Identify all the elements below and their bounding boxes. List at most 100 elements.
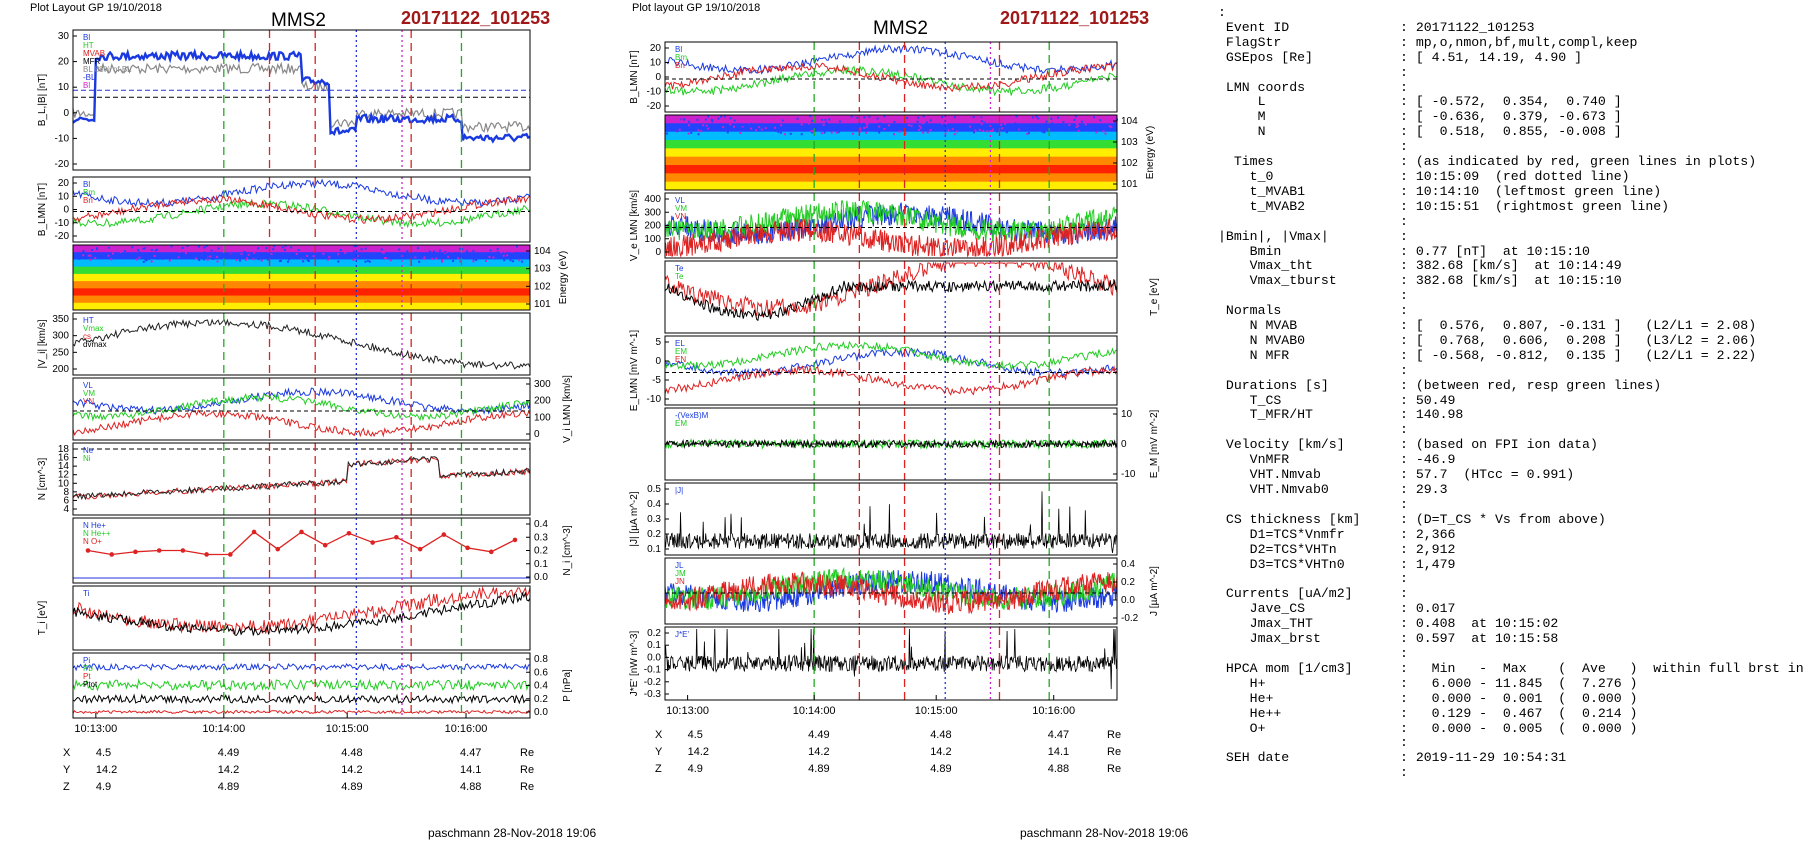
info-line: T_CS : 50.49: [1218, 392, 1456, 408]
spectrogram-pixel: [700, 130, 703, 133]
spectrogram-pixel: [781, 119, 784, 122]
spectrogram-pixel: [472, 260, 475, 263]
spectrogram-pixel: [1064, 129, 1067, 132]
spectrogram-pixel: [1031, 129, 1034, 132]
spectrogram-pixel: [398, 248, 401, 251]
spectrogram-pixel: [916, 120, 919, 123]
tick-label: 0.3: [534, 532, 548, 543]
spectrogram-pixel: [909, 118, 912, 121]
spectrogram-pixel: [424, 245, 427, 248]
legend-entry: Bn: [675, 61, 685, 70]
spectrogram-pixel: [295, 246, 298, 249]
spectrogram-pixel: [178, 250, 181, 253]
spectrogram-pixel: [407, 247, 410, 250]
spectrogram-pixel: [1035, 115, 1038, 118]
spectrogram-pixel: [137, 249, 140, 252]
spectrogram-pixel: [774, 126, 777, 129]
info-line: N MVAB0 : [ 0.768, 0.606, 0.208 ] (L3/L2…: [1218, 332, 1757, 348]
spectrogram-pixel: [1004, 118, 1007, 121]
spectrogram-pixel: [511, 250, 514, 253]
info-line: L : [ -0.572, 0.354, 0.740 ]: [1218, 94, 1622, 110]
panel-frame: [72, 29, 531, 171]
spectrogram-pixel: [333, 253, 336, 256]
spectrogram-pixel: [363, 253, 366, 256]
spectrogram-pixel: [779, 131, 782, 134]
spectrogram-pixel: [758, 126, 761, 129]
spectrogram-pixel: [492, 256, 495, 259]
spectrogram-pixel: [216, 260, 219, 263]
left-ephem-value: 14.2: [218, 764, 239, 776]
spectrogram-pixel: [1102, 130, 1105, 133]
spectrogram-pixel: [153, 254, 156, 257]
spectrogram-pixel: [384, 257, 387, 260]
spectrogram-pixel: [918, 128, 921, 131]
spectrogram-pixel: [832, 116, 835, 119]
spectrogram-pixel: [753, 125, 756, 128]
spectrogram-pixel: [677, 118, 680, 121]
spectrogram-pixel: [732, 115, 735, 118]
spectrogram-pixel: [260, 259, 263, 262]
spectrogram-pixel: [878, 131, 881, 134]
spectrogram-pixel: [702, 124, 705, 127]
left-ephem-value: 14.2: [341, 764, 362, 776]
spectrogram-pixel: [749, 123, 752, 126]
axis-label: V_e LMN [km/s]: [629, 190, 640, 261]
tick-label: 0.3: [647, 514, 661, 525]
spectrogram-pixel: [728, 128, 731, 131]
spectrogram-pixel: [500, 251, 503, 254]
info-line: :: [1218, 571, 1408, 587]
legend-entry: -BL: [83, 73, 96, 82]
spectrogram-pixel: [133, 252, 136, 255]
spectrogram-pixel: [865, 123, 868, 126]
spectrogram-pixel: [811, 119, 814, 122]
spectrogram-pixel: [723, 115, 726, 118]
spectrogram-pixel: [118, 257, 121, 260]
tick-label: -10: [55, 133, 70, 144]
spectrogram-pixel: [488, 256, 491, 259]
spectrogram-pixel: [819, 116, 822, 119]
spectrogram-pixel: [364, 260, 367, 263]
spectrogram-pixel: [78, 257, 81, 260]
info-line: :: [1218, 735, 1408, 751]
spectrogram-pixel: [1031, 116, 1034, 119]
spectrogram-pixel: [356, 255, 359, 258]
spectrogram-pixel: [1014, 122, 1017, 125]
info-line: D2=TCS*VHTn : 2,912: [1218, 541, 1456, 557]
spectrogram-pixel: [878, 122, 881, 125]
tick-label: 10: [58, 82, 70, 93]
info-line: |Bmin|, |Vmax| :: [1218, 228, 1408, 244]
spectrogram-pixel: [156, 248, 159, 251]
data-point: [394, 534, 399, 540]
spectrogram-pixel: [257, 247, 260, 250]
spectrogram-pixel: [697, 133, 700, 136]
tick-label: 0.2: [647, 529, 661, 540]
spectrogram-pixel: [428, 250, 431, 253]
spectrogram-band: [665, 140, 1117, 149]
tick-label: 20: [58, 178, 70, 189]
legend-entry: VN: [675, 212, 686, 221]
left-ephem-value: 14.2: [96, 764, 117, 776]
spectrogram-pixel: [862, 117, 865, 120]
spectrogram-pixel: [523, 247, 526, 250]
spectrogram-band: [73, 266, 530, 275]
spectrogram-pixel: [824, 118, 827, 121]
spectrogram-pixel: [755, 129, 758, 132]
legend-entry: MVAB: [83, 49, 105, 58]
spectrogram-pixel: [707, 127, 710, 130]
spectrogram-pixel: [1073, 118, 1076, 121]
spectrogram-pixel: [496, 248, 499, 251]
spectrogram-pixel: [909, 126, 912, 129]
spectrogram-pixel: [1045, 120, 1048, 123]
tick-label: 100: [644, 234, 661, 245]
spectrogram-pixel: [868, 125, 871, 128]
spectrogram-pixel: [737, 126, 740, 129]
left-ephem-value: 4.88: [460, 781, 481, 793]
data-point: [512, 537, 518, 543]
spectrogram-pixel: [1041, 130, 1044, 133]
spectrogram-pixel: [142, 256, 145, 259]
spectrogram-pixel: [960, 115, 963, 118]
spectrogram-pixel: [352, 257, 355, 260]
spectrogram-pixel: [854, 127, 857, 130]
time-tick-label: 10:13:00: [74, 723, 117, 735]
spectrogram-pixel: [1042, 118, 1045, 121]
